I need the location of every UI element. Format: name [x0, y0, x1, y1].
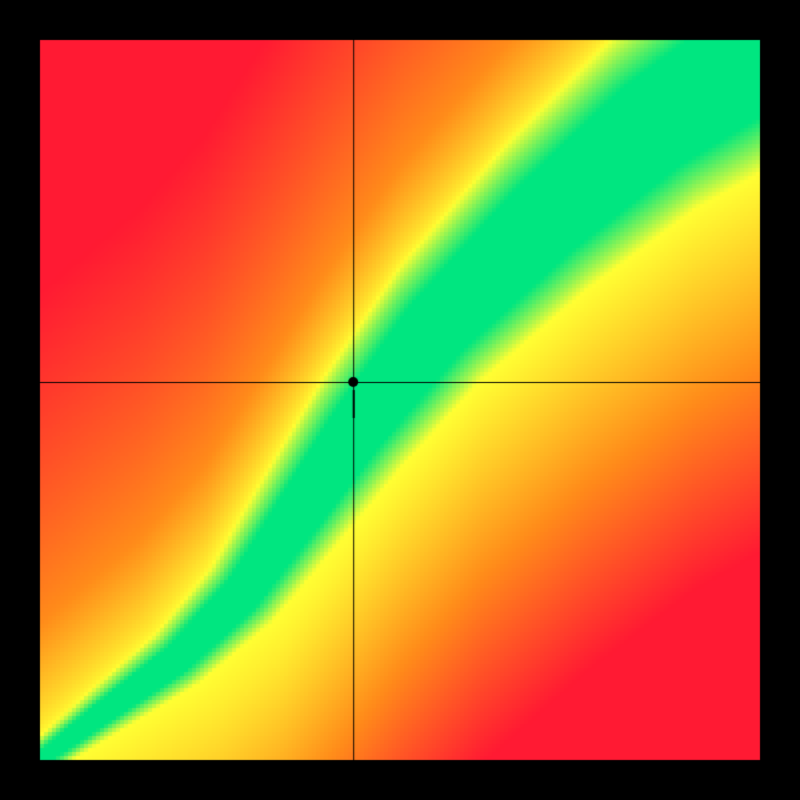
heatmap-canvas: [0, 0, 800, 800]
chart-container: TheBottleneck.com: [0, 0, 800, 800]
